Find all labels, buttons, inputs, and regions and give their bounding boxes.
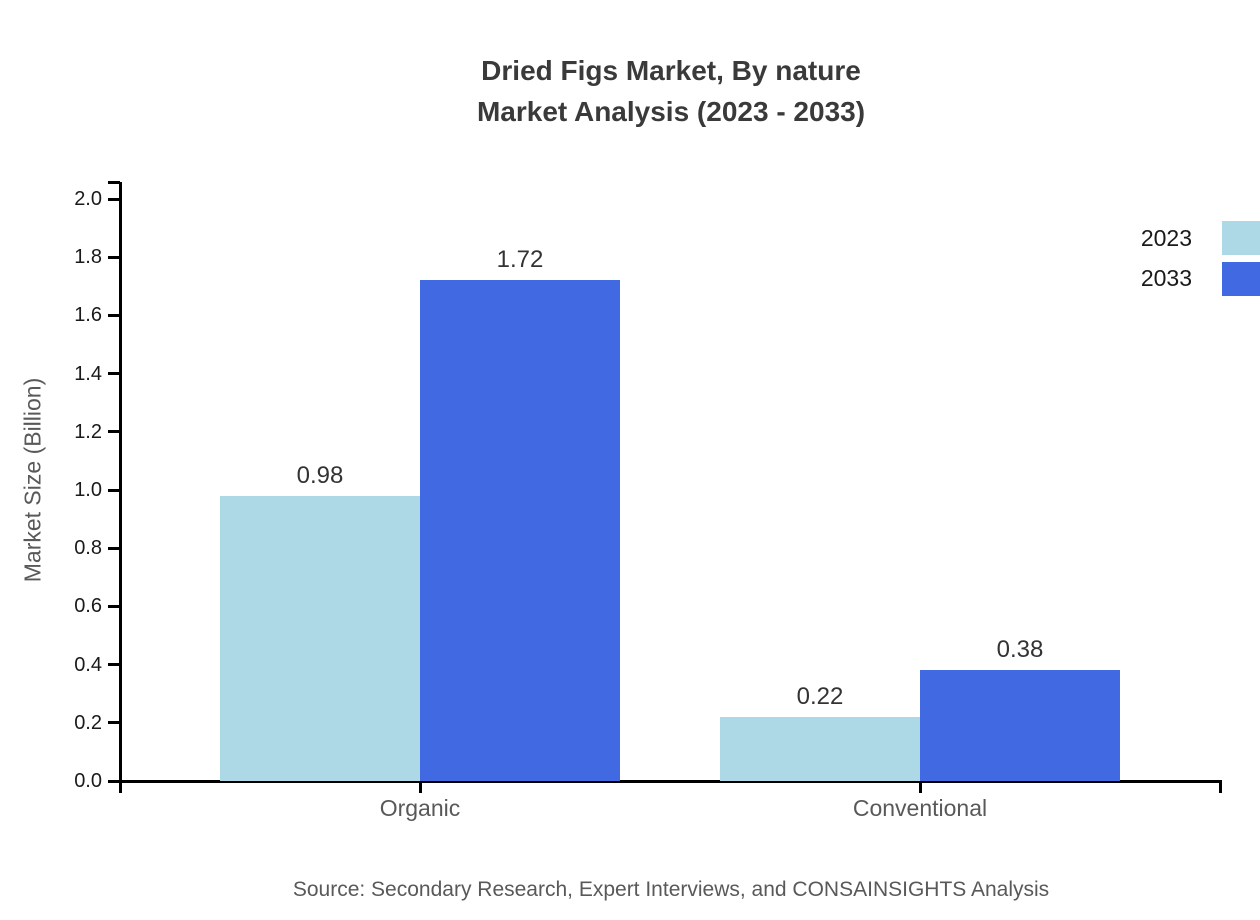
- y-tick-label: 2.0: [74, 188, 102, 210]
- y-tick-label: 1.2: [74, 420, 102, 443]
- source-note: Source: Secondary Research, Expert Inter…: [292, 878, 1050, 901]
- y-tick: [108, 372, 120, 376]
- bar-organic-2033: [420, 280, 620, 781]
- bar-conventional-2033: [920, 670, 1120, 781]
- y-tick-label: 0.4: [74, 653, 102, 676]
- y-tick-label: 1.8: [74, 246, 102, 269]
- chart-title: Dried Figs Market, By nature Market Anal…: [120, 50, 1222, 132]
- y-tick: [108, 313, 120, 317]
- value-label-organic-2033: 1.72: [496, 246, 544, 274]
- value-label-conventional-2033: 0.38: [996, 636, 1044, 664]
- y-tick: [108, 255, 120, 259]
- y-tick-label: 0.6: [74, 595, 102, 618]
- y-axis-line: [118, 182, 122, 793]
- category-label-organic: Organic: [379, 795, 461, 821]
- y-tick-label: 1.6: [74, 304, 102, 327]
- category-label-conventional: Conventional: [852, 795, 988, 821]
- legend-swatch-2033: [1222, 262, 1260, 296]
- legend-label-2033: 2033: [1140, 265, 1192, 291]
- y-tick-label: 0.2: [74, 711, 102, 734]
- y-tick: [108, 197, 120, 201]
- value-label-conventional-2023: 0.22: [796, 682, 844, 710]
- x-tick: [918, 781, 922, 793]
- legend-swatch-2023: [1222, 221, 1260, 255]
- value-label-organic-2023: 0.98: [296, 461, 344, 489]
- x-axis-end-cap: [1219, 779, 1222, 793]
- chart-title-line2: Market Analysis (2023 - 2033): [476, 96, 866, 127]
- y-tick: [108, 779, 120, 783]
- y-tick: [108, 488, 120, 492]
- y-tick: [108, 546, 120, 550]
- legend-label-2023: 2023: [1140, 225, 1192, 251]
- x-axis-line: [108, 779, 1222, 783]
- y-tick-label: 1.4: [74, 362, 102, 385]
- x-tick: [418, 781, 422, 793]
- y-tick: [108, 721, 120, 725]
- y-tick: [108, 604, 120, 608]
- y-tick-label: 0.0: [74, 770, 102, 792]
- bar-organic-2023: [220, 495, 420, 781]
- y-tick-label: 0.8: [74, 537, 102, 560]
- y-tick-label: 1.0: [74, 479, 102, 501]
- y-tick: [108, 430, 120, 434]
- bar-conventional-2023: [720, 716, 920, 781]
- y-tick: [108, 663, 120, 667]
- chart-title-line1: Dried Figs Market, By nature: [481, 55, 861, 86]
- y-axis-end-cap: [108, 181, 120, 184]
